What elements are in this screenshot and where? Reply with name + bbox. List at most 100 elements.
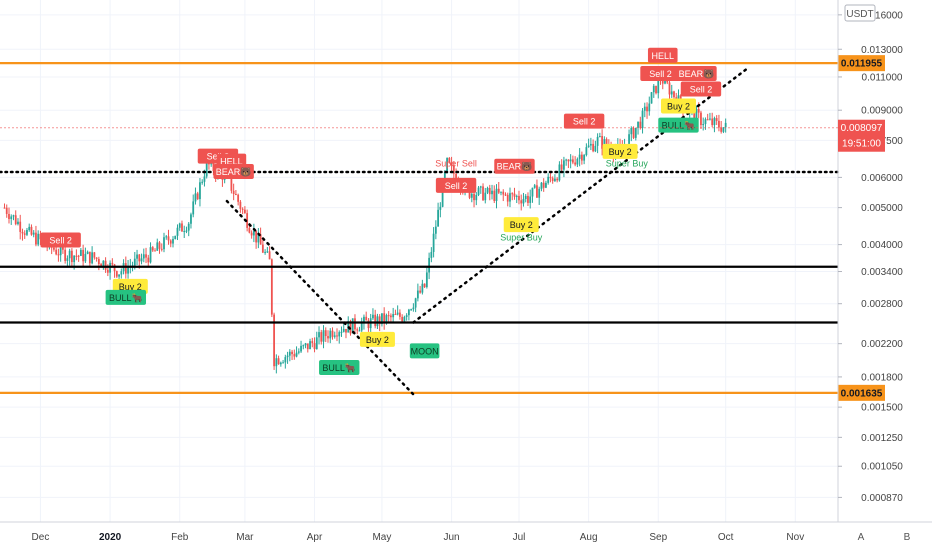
candle-body bbox=[306, 343, 309, 350]
candle-body bbox=[661, 79, 664, 84]
candle-body bbox=[479, 186, 482, 188]
x-tick-label: Jul bbox=[513, 532, 526, 543]
candle-body bbox=[28, 226, 31, 231]
x-tick-label: Jun bbox=[444, 532, 460, 543]
candle-body bbox=[167, 236, 170, 241]
candle-body bbox=[376, 316, 379, 327]
signal-sell: Sell 2 bbox=[563, 113, 605, 129]
candle-body bbox=[95, 257, 98, 259]
candle-body bbox=[70, 250, 73, 263]
candle-body bbox=[407, 309, 410, 316]
candle-body bbox=[387, 315, 390, 317]
candle-body bbox=[715, 118, 718, 121]
candle-body bbox=[82, 249, 85, 262]
candle-body bbox=[17, 221, 19, 225]
candle-body bbox=[248, 227, 251, 233]
price-axis[interactable]: 0.0160000.0130000.0110000.0090000.007500… bbox=[838, 10, 903, 504]
signal-sell: Sell 2 bbox=[435, 177, 477, 193]
candle-body bbox=[57, 254, 60, 256]
signal-text: BEAR🐻 bbox=[497, 161, 533, 172]
candle-body bbox=[309, 341, 311, 350]
candle-body bbox=[115, 271, 118, 277]
signal-text: Sell 2 bbox=[649, 69, 672, 79]
candle-body bbox=[641, 110, 644, 129]
candle-body bbox=[297, 351, 300, 353]
candle-body bbox=[374, 314, 377, 327]
candle-body bbox=[520, 200, 523, 204]
candle-body bbox=[509, 193, 511, 202]
candle-body bbox=[670, 91, 673, 95]
candle-body bbox=[158, 242, 161, 249]
candle-body bbox=[542, 182, 545, 188]
signal-super-buy: Super Buy bbox=[606, 159, 649, 169]
y-tick-label: 0.001050 bbox=[861, 462, 903, 473]
candle-body bbox=[569, 159, 572, 162]
candle-body bbox=[529, 196, 532, 203]
candle-body bbox=[390, 315, 392, 318]
candle-body bbox=[169, 240, 172, 244]
candle-body bbox=[495, 188, 498, 201]
candle-body bbox=[367, 320, 370, 329]
candle-body bbox=[277, 358, 280, 365]
candle-body bbox=[300, 345, 302, 352]
auto-scale-button[interactable]: A bbox=[858, 532, 865, 543]
candle-body bbox=[156, 242, 159, 251]
time-axis[interactable]: Dec 2020 Feb Mar Apr May Jun Jul Aug Sep Oct Nov bbox=[32, 532, 805, 543]
candle-body bbox=[628, 134, 630, 149]
candle-body bbox=[578, 154, 581, 159]
x-tick-label: 2020 bbox=[99, 532, 122, 543]
candle-body bbox=[401, 316, 404, 322]
candle-body bbox=[571, 159, 574, 163]
signal-box bbox=[658, 117, 699, 133]
candle-body bbox=[518, 195, 520, 201]
level-price-tag bbox=[838, 55, 885, 72]
candle-body bbox=[477, 187, 480, 195]
signal-text: Super Buy bbox=[606, 159, 649, 169]
candle-body bbox=[187, 223, 190, 231]
candle-body bbox=[138, 254, 141, 262]
candle-body bbox=[580, 154, 583, 161]
signal-buy: Buy 2 bbox=[660, 98, 696, 114]
candle-body bbox=[23, 233, 26, 235]
signal-text: BEAR🐻 bbox=[216, 166, 252, 177]
candle-body bbox=[428, 257, 431, 273]
candle-body bbox=[279, 362, 282, 365]
candle-body bbox=[652, 85, 655, 93]
log-scale-button[interactable]: B bbox=[904, 532, 911, 543]
candle-body bbox=[39, 233, 42, 240]
candle-body bbox=[35, 232, 37, 245]
candle-body bbox=[547, 176, 550, 183]
candle-body bbox=[275, 358, 278, 367]
candle-body bbox=[657, 78, 660, 94]
trend-line bbox=[225, 199, 415, 396]
candle-body bbox=[439, 206, 442, 210]
candle-body bbox=[79, 249, 82, 256]
candle-body bbox=[88, 251, 91, 264]
candle-body bbox=[585, 147, 588, 156]
candle-body bbox=[558, 164, 561, 181]
candle-body bbox=[145, 254, 147, 258]
signal-text: Buy 2 bbox=[609, 147, 632, 157]
candle-body bbox=[511, 193, 514, 195]
y-tick-label: 0.016000 bbox=[861, 10, 903, 21]
signal-sell: Sell 2 bbox=[40, 232, 81, 248]
candle-body bbox=[151, 247, 154, 251]
candle-body bbox=[327, 336, 329, 339]
signal-text: Sell 2 bbox=[445, 181, 468, 191]
candle-body bbox=[385, 315, 388, 323]
signal-box bbox=[660, 98, 696, 114]
candle-body bbox=[106, 269, 109, 273]
candle-body bbox=[154, 250, 156, 252]
signal-sell: Sell 2 bbox=[680, 81, 722, 97]
candle-body bbox=[255, 230, 258, 243]
candle-body bbox=[551, 178, 554, 181]
candle-body bbox=[5, 207, 8, 214]
y-tick-label: 0.013000 bbox=[861, 45, 903, 56]
currency-badge[interactable]: USDT bbox=[844, 4, 876, 22]
candle-body bbox=[176, 227, 179, 236]
candle-body bbox=[533, 185, 536, 188]
candle-body bbox=[178, 223, 181, 228]
candle-body bbox=[695, 108, 698, 121]
candle-body bbox=[423, 283, 426, 288]
